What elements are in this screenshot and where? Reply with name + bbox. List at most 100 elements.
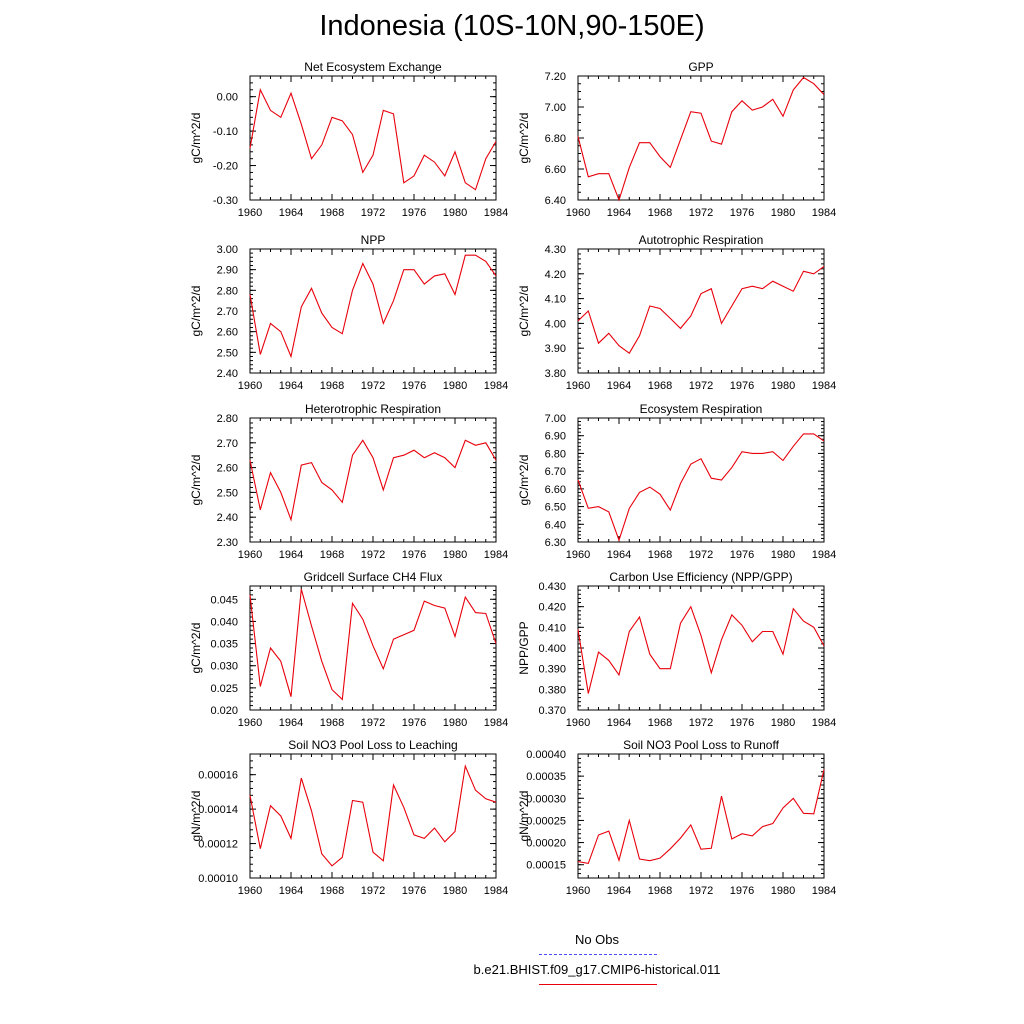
series-line bbox=[249, 254, 497, 359]
y-tick-label: 6.60 bbox=[545, 164, 566, 176]
y-tick-label: 0.00015 bbox=[526, 860, 566, 872]
x-tick-label: 1976 bbox=[402, 717, 426, 729]
x-tick-label: 1968 bbox=[320, 380, 344, 392]
panel-title: GPP bbox=[688, 60, 713, 74]
legend-obs-label: No Obs bbox=[574, 932, 620, 947]
x-tick-label: 1980 bbox=[771, 717, 795, 729]
x-tick-label: 1980 bbox=[443, 380, 467, 392]
y-tick-label: 2.40 bbox=[217, 512, 238, 524]
y-tick-label: 6.70 bbox=[545, 466, 566, 478]
y-tick-label: 3.80 bbox=[545, 368, 566, 380]
x-tick-label: 1976 bbox=[402, 207, 426, 219]
y-tick-label: 7.00 bbox=[545, 102, 566, 114]
y-tick-label: 2.80 bbox=[217, 285, 238, 297]
y-tick-label: 6.50 bbox=[545, 502, 566, 514]
x-tick-label: 1968 bbox=[320, 717, 344, 729]
plot-frame bbox=[577, 753, 825, 879]
x-tick-label: 1976 bbox=[402, 885, 426, 897]
y-tick-label: 2.50 bbox=[217, 487, 238, 499]
plot-frame bbox=[249, 248, 497, 374]
x-tick-label: 1960 bbox=[566, 885, 590, 897]
x-tick-label: 1972 bbox=[361, 885, 385, 897]
x-tick-label: 1964 bbox=[279, 885, 303, 897]
x-tick-label: 1972 bbox=[689, 207, 713, 219]
y-axis-label: gC/m^2/d bbox=[189, 623, 203, 674]
x-tick-label: 1960 bbox=[566, 380, 590, 392]
y-tick-label: 0.030 bbox=[210, 661, 238, 673]
y-tick-label: 0.00 bbox=[217, 92, 238, 104]
y-tick-label: 2.90 bbox=[217, 265, 238, 277]
panel-title: Soil NO3 Pool Loss to Runoff bbox=[623, 738, 780, 752]
x-tick-label: 1984 bbox=[812, 380, 836, 392]
y-tick-label: 6.80 bbox=[545, 133, 566, 145]
x-tick-label: 1960 bbox=[238, 207, 262, 219]
x-tick-label: 1980 bbox=[443, 885, 467, 897]
panel-title: Heterotrophic Respiration bbox=[305, 402, 441, 416]
x-tick-label: 1984 bbox=[812, 549, 836, 561]
plot-frame bbox=[249, 417, 497, 543]
x-tick-label: 1964 bbox=[279, 549, 303, 561]
y-tick-label: 4.10 bbox=[545, 294, 566, 306]
y-tick-label: 3.00 bbox=[217, 244, 238, 256]
x-tick-label: 1964 bbox=[607, 885, 631, 897]
y-tick-label: 6.80 bbox=[545, 448, 566, 460]
panel-8: 1960 1964 1968 1972 1976 1980 1984 0.370 0.380 0.… bbox=[517, 570, 836, 729]
y-tick-label: 0.020 bbox=[210, 705, 238, 717]
x-tick-label: 1972 bbox=[361, 549, 385, 561]
y-tick-label: 6.40 bbox=[545, 519, 566, 531]
y-tick-label: 3.90 bbox=[545, 343, 566, 355]
x-tick-label: 1980 bbox=[771, 207, 795, 219]
x-tick-label: 1964 bbox=[607, 380, 631, 392]
series-line bbox=[577, 605, 825, 694]
panel-9: 1960 1964 1968 1972 1976 1980 1984 0.00010 0.000… bbox=[189, 738, 508, 897]
y-tick-label: 0.00030 bbox=[526, 793, 566, 805]
panel-title: Ecosystem Respiration bbox=[640, 402, 763, 416]
y-tick-label: 7.20 bbox=[545, 71, 566, 83]
panel-title: Gridcell Surface CH4 Flux bbox=[304, 570, 443, 584]
y-tick-label: 4.20 bbox=[545, 269, 566, 281]
x-tick-label: 1968 bbox=[648, 549, 672, 561]
x-tick-label: 1968 bbox=[320, 207, 344, 219]
x-tick-label: 1976 bbox=[402, 549, 426, 561]
plot-frame bbox=[249, 75, 497, 201]
x-tick-label: 1960 bbox=[566, 717, 590, 729]
y-axis-label: gC/m^2/d bbox=[517, 286, 531, 337]
y-tick-label: 0.400 bbox=[538, 643, 566, 655]
x-tick-label: 1964 bbox=[607, 717, 631, 729]
y-tick-label: 0.380 bbox=[538, 684, 566, 696]
x-tick-label: 1960 bbox=[566, 549, 590, 561]
y-tick-label: -0.30 bbox=[213, 195, 238, 207]
x-tick-label: 1984 bbox=[484, 885, 508, 897]
y-tick-label: 0.390 bbox=[538, 664, 566, 676]
x-tick-label: 1980 bbox=[443, 549, 467, 561]
x-tick-label: 1984 bbox=[484, 380, 508, 392]
x-tick-label: 1972 bbox=[361, 717, 385, 729]
x-tick-label: 1984 bbox=[484, 207, 508, 219]
y-tick-label: 6.30 bbox=[545, 537, 566, 549]
y-tick-label: 0.00012 bbox=[198, 839, 238, 851]
y-tick-label: 2.70 bbox=[217, 438, 238, 450]
x-tick-label: 1976 bbox=[730, 717, 754, 729]
series-line bbox=[249, 439, 497, 522]
x-tick-label: 1968 bbox=[648, 380, 672, 392]
series-line bbox=[249, 588, 497, 701]
x-tick-label: 1968 bbox=[320, 549, 344, 561]
y-tick-label: 2.30 bbox=[217, 537, 238, 549]
x-tick-label: 1968 bbox=[648, 717, 672, 729]
y-tick-label: 0.025 bbox=[210, 683, 238, 695]
panel-3: 1960 1964 1968 1972 1976 1980 1984 2.40 2.50 2.60… bbox=[189, 233, 508, 392]
x-tick-label: 1980 bbox=[443, 717, 467, 729]
x-tick-label: 1968 bbox=[648, 885, 672, 897]
plot-frame bbox=[577, 417, 825, 543]
y-tick-label: 0.00020 bbox=[526, 838, 566, 850]
legend-obs-line bbox=[539, 954, 657, 955]
panel-10: 1960 1964 1968 1972 1976 1980 1984 0.00015 0.000… bbox=[517, 738, 836, 897]
x-tick-label: 1976 bbox=[730, 885, 754, 897]
y-tick-label: 6.90 bbox=[545, 431, 566, 443]
x-tick-label: 1976 bbox=[402, 380, 426, 392]
y-tick-label: 4.30 bbox=[545, 244, 566, 256]
y-axis-label: gN/m^2/d bbox=[517, 791, 531, 842]
x-tick-label: 1964 bbox=[279, 380, 303, 392]
x-tick-label: 1960 bbox=[238, 885, 262, 897]
